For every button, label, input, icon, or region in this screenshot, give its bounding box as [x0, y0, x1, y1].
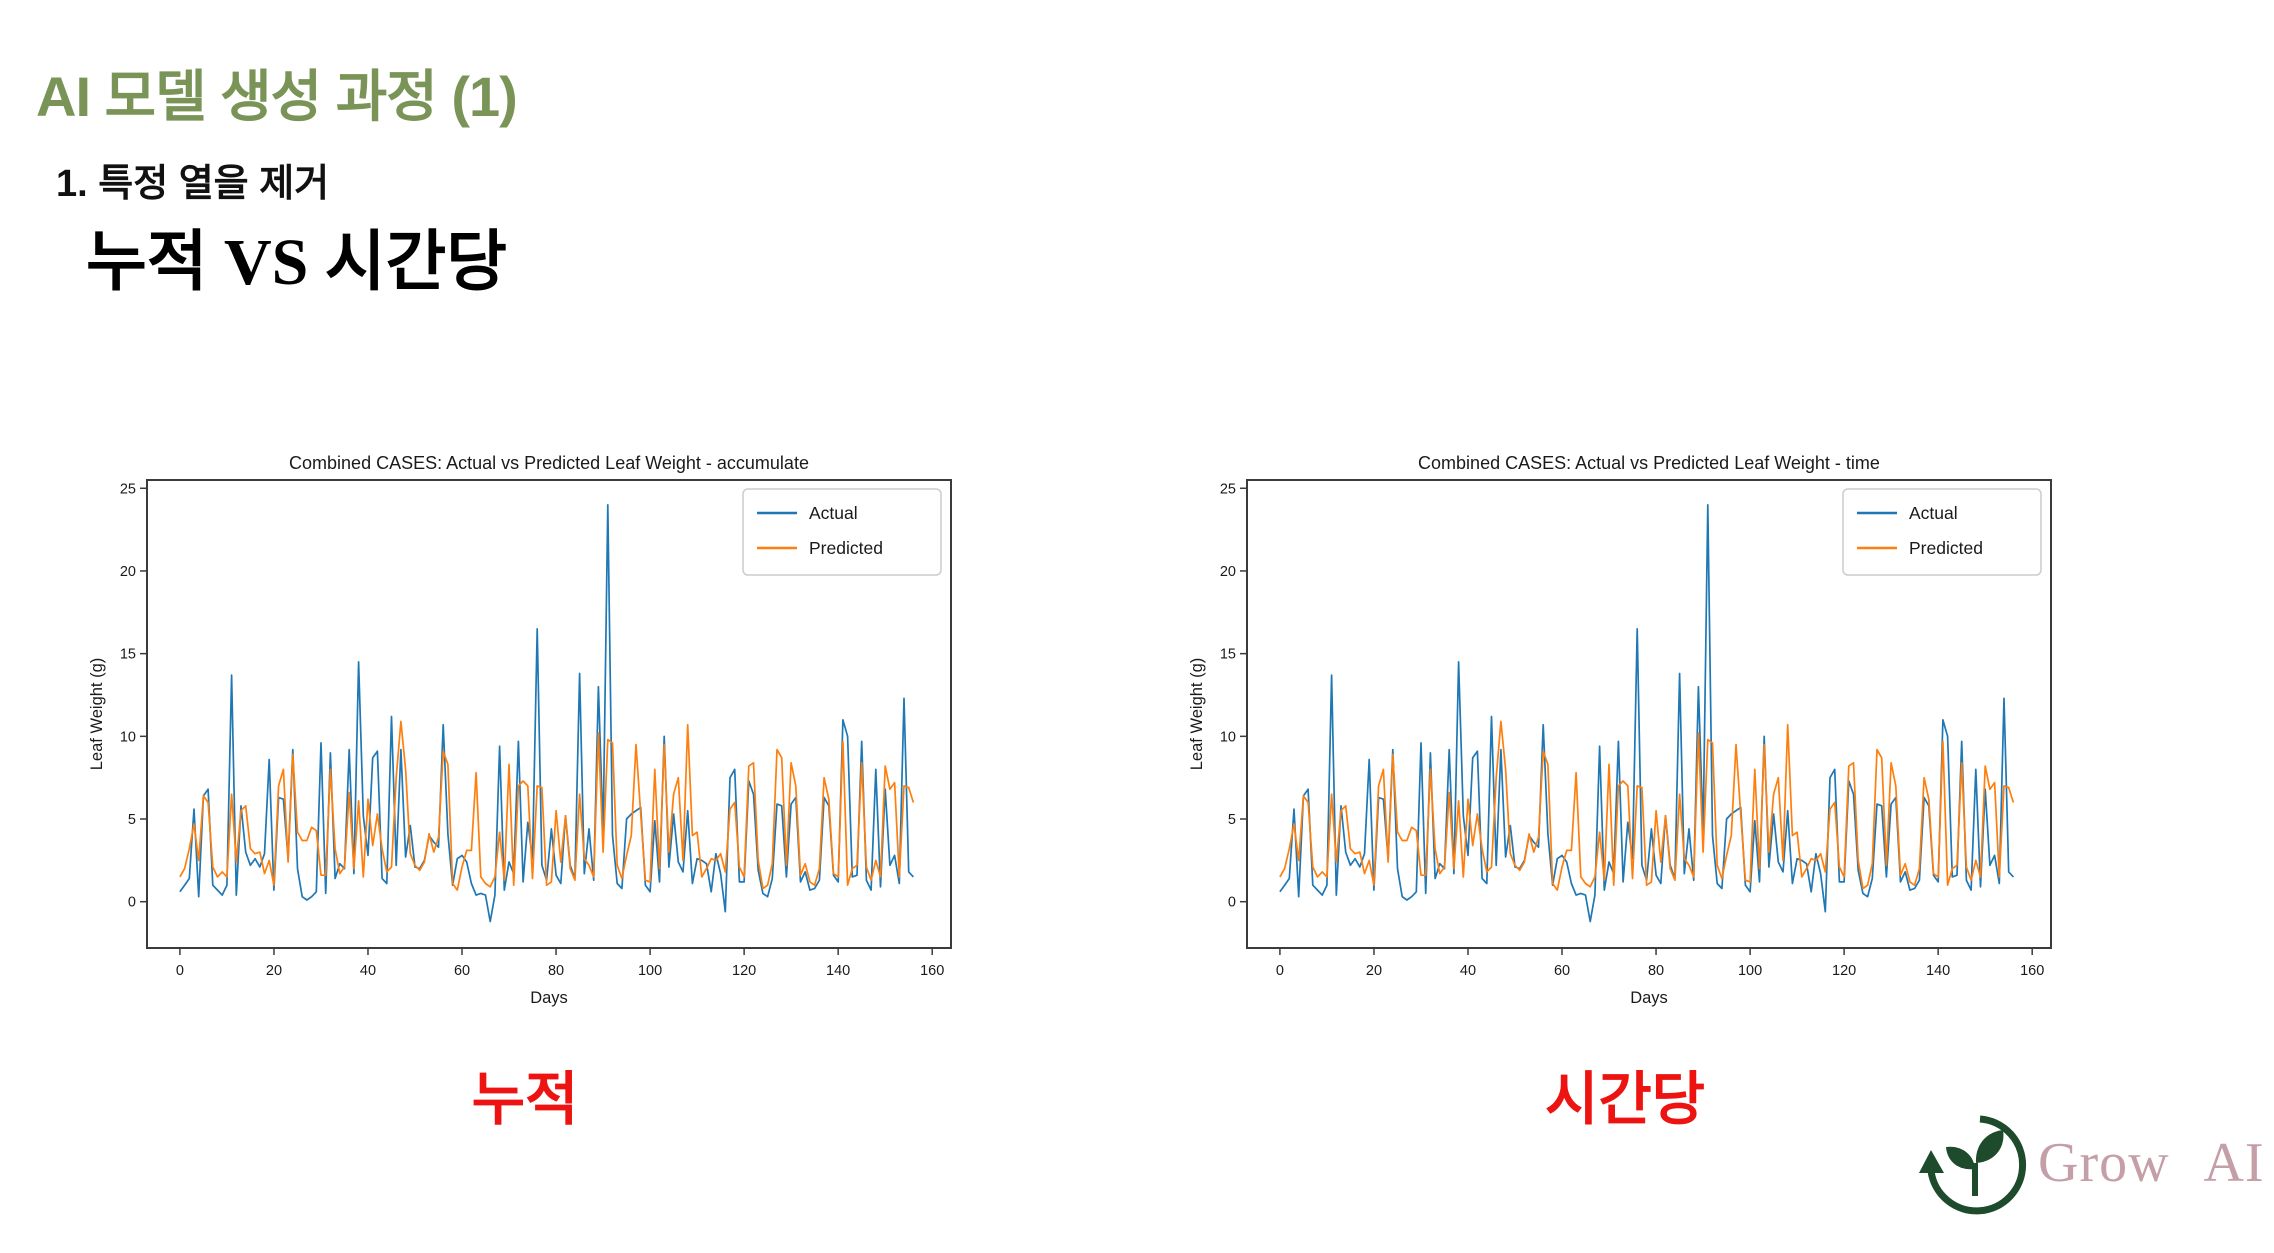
chart-title: Combined CASES: Actual vs Predicted Leaf…: [289, 453, 809, 473]
legend-box: [1842, 488, 2042, 576]
y-tick-label: 10: [120, 729, 136, 745]
comparison-heading: 누적 VS 시간당: [86, 226, 507, 299]
x-tick-label: 60: [1554, 963, 1570, 979]
chart-caption-time: 시간당: [1544, 1067, 1706, 1132]
chart-time-svg: Combined CASES: Actual vs Predicted Leaf…: [1188, 453, 2052, 1007]
chart-caption-accumulate: 누적: [471, 1067, 579, 1132]
x-tick-label: 20: [1366, 963, 1382, 979]
y-tick-label: 5: [1228, 812, 1236, 828]
plot-border: [146, 479, 952, 949]
x-axis-label: Days: [1630, 989, 1668, 1007]
x-tick-label: 140: [826, 963, 850, 979]
grow-ai-logo: Grow AI: [1914, 1103, 2265, 1223]
page-title: AI 모델 생성 과정 (1): [36, 64, 518, 128]
y-tick-label: 0: [1228, 895, 1236, 911]
y-tick-label: 15: [1220, 647, 1236, 663]
grow-ai-logo-text: Grow AI: [2038, 1132, 2265, 1194]
x-tick-label: 160: [920, 963, 944, 979]
series-predicted: [1279, 720, 2015, 891]
section-heading: 1. 특정 열을 제거: [56, 163, 330, 205]
plot-border: [1246, 479, 2052, 949]
x-tick-label: 120: [1832, 963, 1856, 979]
chart-accumulate: Combined CASES: Actual vs Predicted Leaf…: [85, 448, 965, 1023]
y-tick-label: 20: [120, 564, 136, 580]
x-tick-label: 40: [360, 963, 376, 979]
logo-left-leaf: [1946, 1146, 1975, 1170]
x-tick-label: 0: [1276, 963, 1284, 979]
x-tick-label: 20: [266, 963, 282, 979]
logo-circle-arrow-arc: [1927, 1115, 2027, 1215]
x-tick-label: 100: [1738, 963, 1762, 979]
chart-title: Combined CASES: Actual vs Predicted Leaf…: [1418, 453, 1880, 473]
logo-arrowhead: [1919, 1150, 1944, 1173]
y-tick-label: 10: [1220, 729, 1236, 745]
legend-label-actual: Actual: [1909, 503, 1958, 523]
legend-label-actual: Actual: [809, 503, 858, 523]
series-predicted: [179, 720, 915, 891]
logo-right-leaf: [1975, 1130, 2004, 1163]
x-tick-label: 120: [732, 963, 756, 979]
grow-ai-icon: [1919, 1115, 2027, 1215]
x-tick-label: 160: [2020, 963, 2044, 979]
x-tick-label: 60: [454, 963, 470, 979]
legend-label-predicted: Predicted: [809, 538, 883, 558]
x-tick-label: 0: [176, 963, 184, 979]
x-tick-label: 100: [638, 963, 662, 979]
legend-box: [742, 488, 942, 576]
y-tick-label: 5: [128, 812, 136, 828]
x-tick-label: 80: [548, 963, 564, 979]
x-tick-label: 40: [1460, 963, 1476, 979]
legend-label-predicted: Predicted: [1909, 538, 1983, 558]
y-tick-label: 20: [1220, 564, 1236, 580]
y-axis-label: Leaf Weight (g): [88, 658, 106, 771]
chart-accumulate-svg: Combined CASES: Actual vs Predicted Leaf…: [88, 453, 952, 1007]
y-tick-label: 15: [120, 647, 136, 663]
y-tick-label: 25: [1220, 481, 1236, 497]
x-axis-label: Days: [530, 989, 568, 1007]
x-tick-label: 140: [1926, 963, 1950, 979]
x-tick-label: 80: [1648, 963, 1664, 979]
y-tick-label: 25: [120, 481, 136, 497]
y-axis-label: Leaf Weight (g): [1188, 658, 1206, 771]
y-tick-label: 0: [128, 895, 136, 911]
chart-time: Combined CASES: Actual vs Predicted Leaf…: [1185, 448, 2065, 1023]
